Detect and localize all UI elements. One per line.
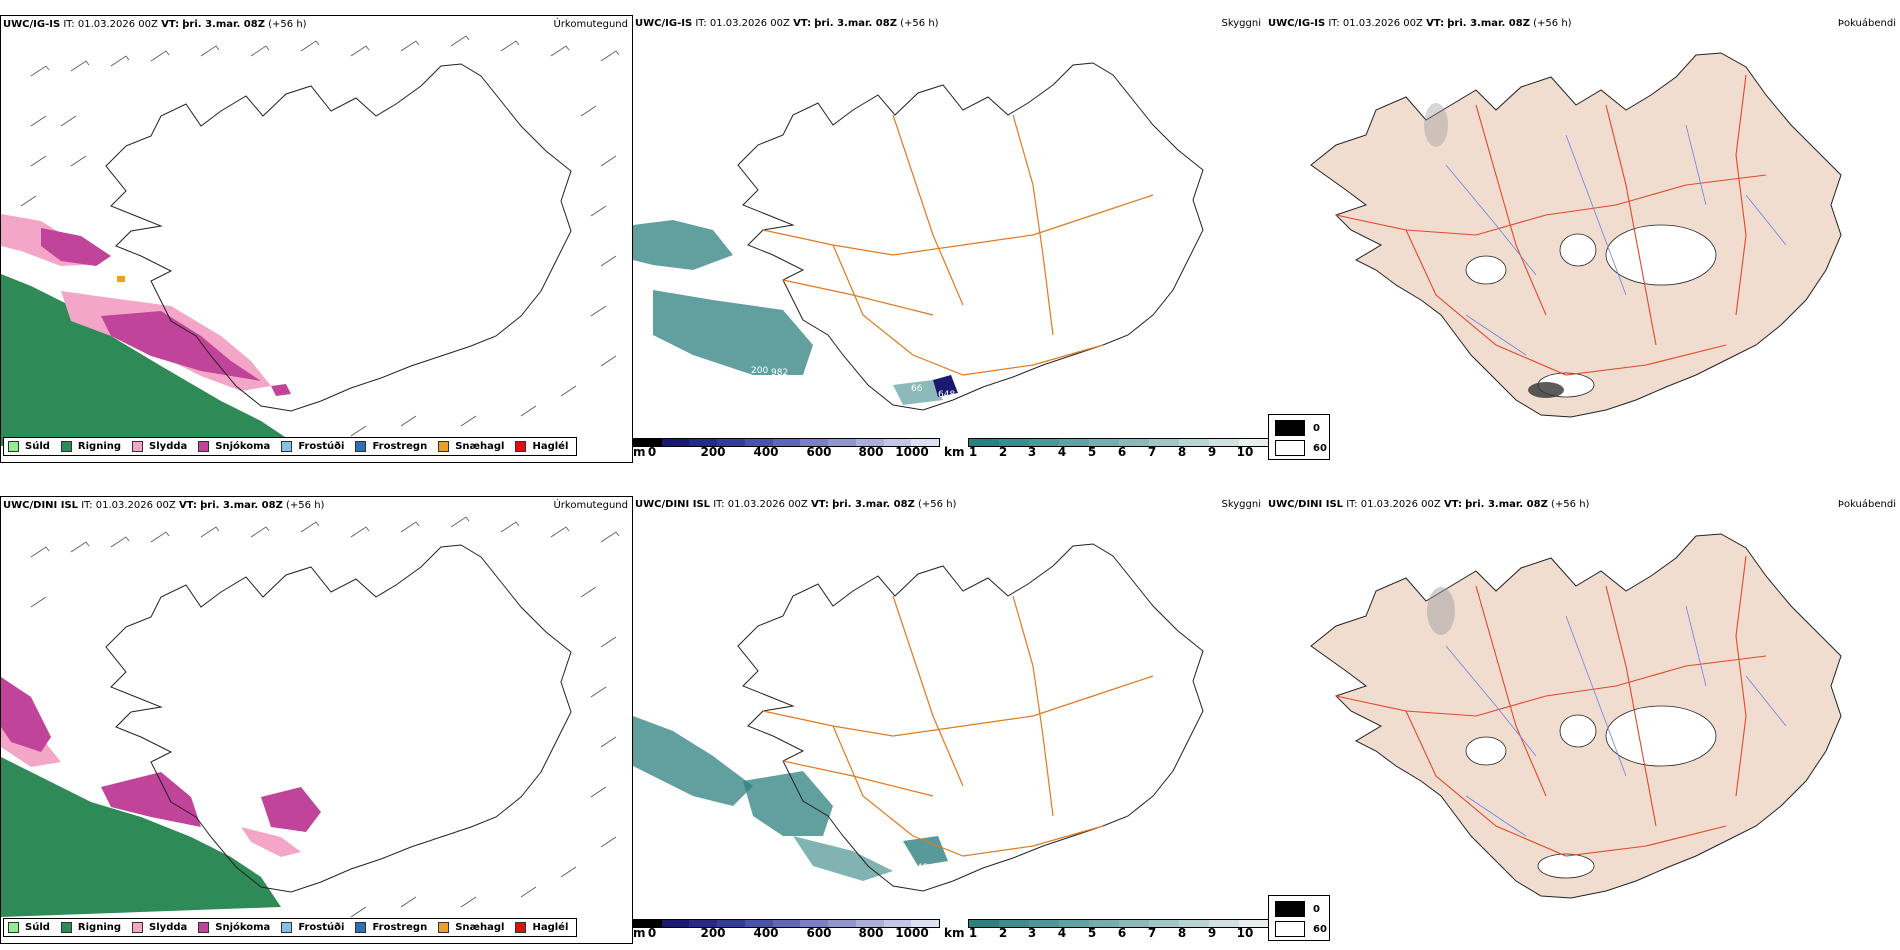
height-unit-label: m [633,926,646,940]
height-tick: 400 [753,445,779,459]
visibility-panel-row2: 648 UWC/DINI ISL IT: 01.03.2026 00Z VT: … [633,496,1266,944]
precip-type-panel-row2: UWC/DINI ISL IT: 01.03.2026 00Z VT: þri.… [0,496,633,944]
height-colorbar-row2 [633,919,940,928]
fog-map-row1 [1310,52,1842,418]
height-tick: 400 [753,926,779,940]
legend-item: Snjókoma [198,922,270,933]
panel-title-fog-row1: Þokuábendi [1837,18,1896,29]
height-tick: 200 [700,445,726,459]
fog-legend-row1: 0 60 [1268,414,1330,460]
panel-title-visibility-row1: Skyggni [1221,18,1261,29]
header-row1-p1: UWC/IG-IS IT: 01.03.2026 00Z VT: þri. 3.… [3,19,307,30]
height-tick: 200 [700,926,726,940]
visibility-tick: 4 [1057,445,1067,459]
fog-panel-row2: UWC/DINI ISL IT: 01.03.2026 00Z VT: þri.… [1266,496,1900,944]
map-label: 200 [751,366,768,376]
visibility-unit-label: km [944,926,965,940]
visibility-colorbar-row2 [968,919,1270,928]
legend-item: Slydda [132,441,187,452]
legend-item: Frostúði [281,922,344,933]
legend-item: Rigning [60,441,121,452]
legend-item: Rigning [60,922,121,933]
header-row2-p3: UWC/DINI ISL IT: 01.03.2026 00Z VT: þri.… [1268,499,1590,510]
visibility-tick: 9 [1207,926,1217,940]
height-tick: 800 [858,445,884,459]
visibility-tick: 10 [1236,926,1254,940]
visibility-tick: 1 [968,926,978,940]
visibility-tick: 7 [1147,445,1157,459]
visibility-unit-label: km [944,445,965,459]
map-label: 66 [911,384,923,394]
height-tick: 800 [858,926,884,940]
legend-item: Frostregn [355,922,427,933]
visibility-tick: 7 [1147,926,1157,940]
height-tick: 1000 [895,926,929,940]
visibility-tick: 8 [1177,926,1187,940]
height-colorbar-row1 [633,438,940,447]
legend-item: Haglél [515,441,568,452]
panel-title-visibility-row2: Skyggni [1221,499,1261,510]
header-row2-p1: UWC/DINI ISL IT: 01.03.2026 00Z VT: þri.… [3,500,325,511]
header-row2-p2: UWC/DINI ISL IT: 01.03.2026 00Z VT: þri.… [635,499,957,510]
visibility-map-row1: 200 982 66 648 [633,62,1204,411]
visibility-tick: 8 [1177,445,1187,459]
height-unit-label: m [633,445,646,459]
legend-item: Slydda [132,922,187,933]
panel-title-precip-row1: Úrkomutegund [553,19,628,30]
height-tick: 600 [806,926,832,940]
visibility-tick: 9 [1207,445,1217,459]
legend-item: Haglél [515,922,568,933]
height-tick: 600 [806,445,832,459]
fog-legend-row2: 0 60 [1268,895,1330,941]
visibility-tick: 6 [1117,445,1127,459]
panel-title-fog-row2: Þokuábendi [1837,499,1896,510]
height-tick: 0 [647,926,657,940]
panel-title-precip-row2: Úrkomutegund [553,500,628,511]
height-tick: 0 [647,445,657,459]
legend-item: Snæhagl [438,441,504,452]
visibility-tick: 3 [1027,445,1037,459]
precip-type-map-row1 [1,35,620,446]
header-row1-p3: UWC/IG-IS IT: 01.03.2026 00Z VT: þri. 3.… [1268,18,1572,29]
map-label: 982 [771,368,788,378]
visibility-tick: 5 [1087,926,1097,940]
legend-item: Súld [8,922,50,933]
visibility-tick: 2 [998,445,1008,459]
fog-map-row2 [1310,533,1842,899]
legend-item: Súld [8,441,50,452]
visibility-tick: 2 [998,926,1008,940]
visibility-map-row2: 648 [633,543,1204,892]
height-tick: 1000 [895,445,929,459]
precip-legend-row2: Súld Rigning Slydda Snjókoma Frostúði Fr… [3,918,578,937]
legend-item: Snjókoma [198,441,270,452]
visibility-tick: 6 [1117,926,1127,940]
precip-type-panel-row1: UWC/IG-IS IT: 01.03.2026 00Z VT: þri. 3.… [0,15,633,463]
visibility-tick: 3 [1027,926,1037,940]
precip-legend-row1: Súld Rigning Slydda Snjókoma Frostúði Fr… [3,437,578,456]
visibility-tick: 10 [1236,445,1254,459]
precip-type-map-row2 [1,516,620,918]
visibility-tick: 5 [1087,445,1097,459]
header-row1-p2: UWC/IG-IS IT: 01.03.2026 00Z VT: þri. 3.… [635,18,939,29]
visibility-panel-row1: 200 982 66 648 UWC/IG-IS IT: 01.03.2026 … [633,15,1266,463]
visibility-tick: 1 [968,445,978,459]
fog-panel-row1: UWC/IG-IS IT: 01.03.2026 00Z VT: þri. 3.… [1266,15,1900,463]
visibility-tick: 4 [1057,926,1067,940]
map-label: 648 [911,863,928,873]
legend-item: Frostregn [355,441,427,452]
legend-item: Frostúði [281,441,344,452]
map-label: 648 [938,390,955,400]
legend-item: Snæhagl [438,922,504,933]
